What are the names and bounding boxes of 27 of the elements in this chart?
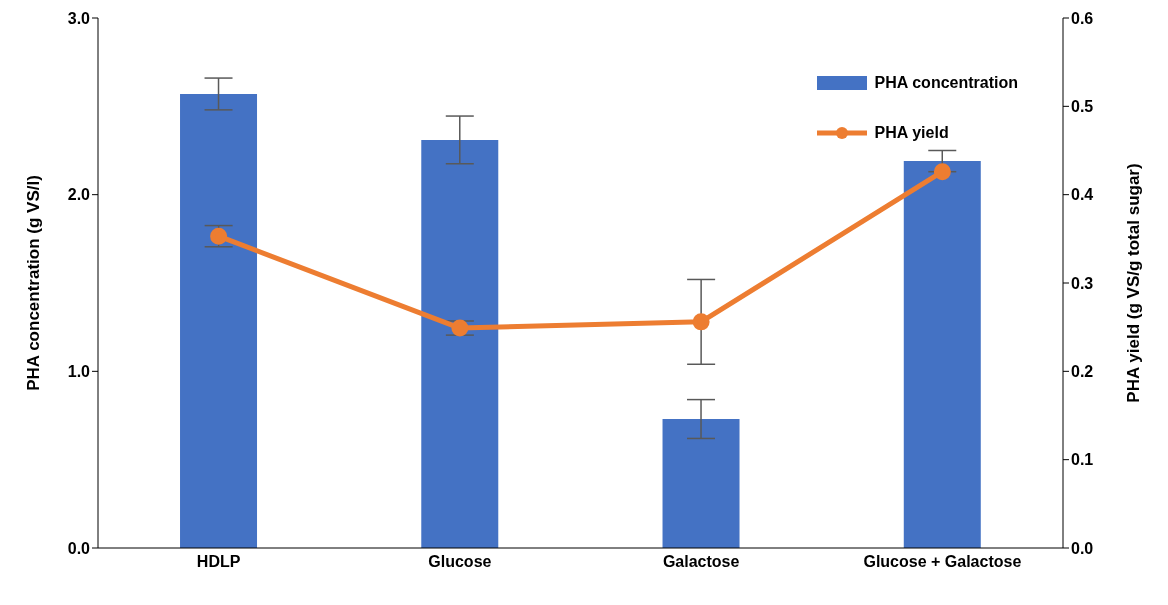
y-tick-label: 1.0 bbox=[67, 363, 91, 381]
y-tick-label: 2.0 bbox=[67, 186, 91, 204]
y2-tick-label: 0.3 bbox=[1071, 274, 1094, 292]
x-tick-label: HDLP bbox=[196, 553, 241, 571]
bar bbox=[903, 161, 981, 548]
legend-label: PHA yield bbox=[874, 124, 949, 142]
point bbox=[451, 319, 469, 337]
y2-axis-title: PHA yield (g VS/g total sugar) bbox=[1124, 163, 1144, 403]
bar bbox=[421, 139, 499, 548]
y2-tick-label: 0.4 bbox=[1071, 186, 1094, 204]
point bbox=[210, 227, 228, 245]
y-tick-label: 3.0 bbox=[67, 9, 91, 27]
bar bbox=[180, 93, 258, 548]
y2-tick-label: 0.5 bbox=[1071, 98, 1094, 116]
y2-tick-label: 0.2 bbox=[1071, 363, 1094, 381]
point bbox=[692, 313, 710, 331]
y-axis-title: PHA concentration (g VS/l) bbox=[24, 175, 44, 391]
legend-label: PHA concentration bbox=[874, 74, 1018, 92]
x-tick-label: Galactose bbox=[662, 553, 740, 571]
x-tick-label: Glucose + Galactose bbox=[863, 553, 1022, 571]
bar bbox=[662, 419, 740, 548]
y2-tick-label: 0.0 bbox=[1071, 539, 1094, 557]
y-tick-label: 0.0 bbox=[67, 539, 91, 557]
x-tick-label: Glucose bbox=[428, 553, 492, 571]
y2-tick-label: 0.6 bbox=[1071, 9, 1094, 27]
point bbox=[933, 163, 951, 181]
y2-tick-label: 0.1 bbox=[1071, 451, 1094, 469]
